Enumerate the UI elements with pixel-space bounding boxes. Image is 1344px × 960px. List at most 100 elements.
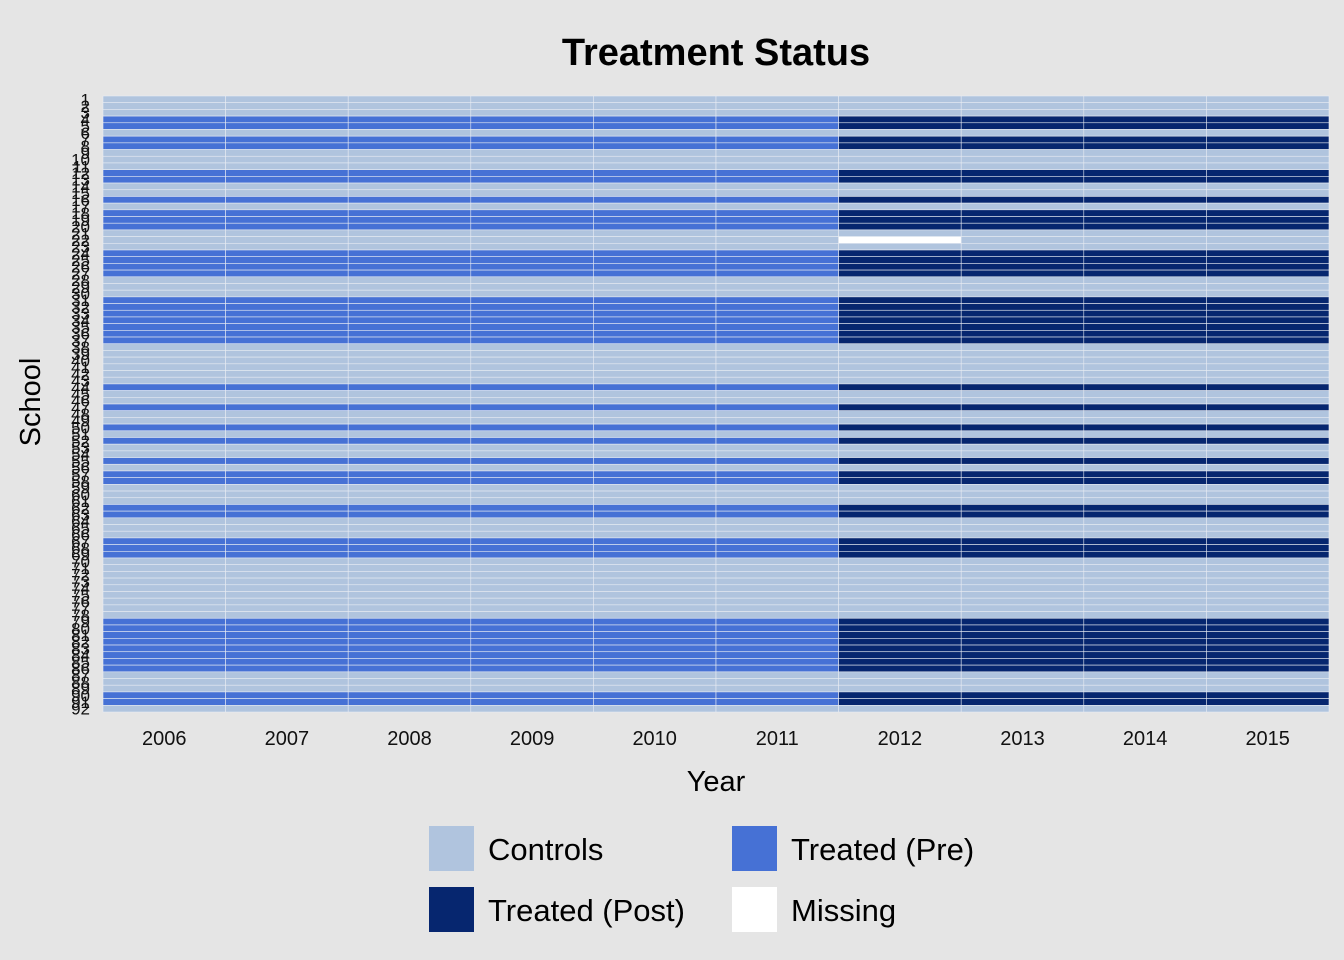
heatmap-cell [102, 323, 226, 331]
heatmap-cell [960, 423, 1085, 432]
heatmap-cell [102, 283, 226, 291]
heatmap-cell [838, 611, 962, 619]
heatmap-cell [1206, 289, 1330, 298]
heatmap-cell [960, 289, 1085, 298]
heatmap-cell [1206, 356, 1330, 365]
heatmap-cell [225, 651, 349, 659]
heatmap-cell [960, 403, 1085, 411]
x-tick-label: 2013 [1000, 728, 1045, 750]
heatmap-cell [838, 162, 962, 170]
heatmap-cell [225, 591, 349, 599]
heatmap-cell [960, 182, 1085, 191]
heatmap-cell [1206, 189, 1330, 197]
heatmap-cell [593, 584, 717, 592]
heatmap-cell [347, 571, 472, 579]
heatmap-cell [470, 289, 594, 298]
heatmap-cell [347, 530, 472, 539]
heatmap-cell [838, 463, 962, 472]
heatmap-cell [347, 671, 472, 679]
heatmap-cell [225, 283, 349, 291]
heatmap-cell [593, 309, 717, 318]
heatmap-cell [347, 283, 472, 291]
heatmap-cell [225, 484, 349, 492]
heatmap-cell [1206, 664, 1330, 673]
heatmap-cell [715, 651, 839, 659]
heatmap-cell [1083, 651, 1207, 659]
heatmap-cell [347, 169, 472, 177]
heatmap-cell [102, 584, 226, 592]
heatmap-cell [102, 651, 226, 659]
y-tick-label: 20 [71, 218, 90, 237]
heatmap-cell [960, 577, 1085, 586]
y-tick-label: 60 [71, 485, 90, 504]
heatmap-cell [593, 263, 717, 271]
heatmap-cell [593, 256, 717, 264]
heatmap-cell [1083, 296, 1207, 304]
heatmap-cell [1083, 604, 1207, 612]
heatmap-cell [715, 216, 839, 224]
heatmap-cell [1083, 356, 1207, 365]
heatmap-cell [102, 684, 226, 693]
heatmap-cell [838, 504, 962, 512]
y-tick-label: 81 [71, 626, 90, 645]
y-tick-label: 27 [71, 264, 90, 283]
heatmap-cell [960, 176, 1085, 184]
heatmap-cell [715, 376, 839, 385]
heatmap-cell [102, 176, 226, 184]
heatmap-cell [225, 604, 349, 612]
heatmap-cell [838, 651, 962, 659]
heatmap-cell [960, 437, 1085, 445]
heatmap-cell [960, 356, 1085, 365]
heatmap-cell [1083, 410, 1207, 418]
heatmap-cell [960, 303, 1085, 311]
heatmap-cell [347, 243, 472, 251]
x-axis-title: Year [687, 766, 746, 798]
heatmap-cell [102, 296, 226, 304]
heatmap-cell [225, 276, 349, 284]
y-tick-label: 66 [71, 526, 90, 545]
heatmap-cell [1083, 631, 1207, 639]
heatmap-cell [838, 403, 962, 411]
heatmap-cell [838, 289, 962, 298]
x-tick-label: 2012 [878, 728, 923, 750]
heatmap-cell [347, 698, 472, 706]
heatmap-cell [593, 551, 717, 559]
heatmap-cell [225, 95, 349, 103]
heatmap-cell [1083, 551, 1207, 559]
heatmap-cell [470, 584, 594, 592]
heatmap-cell [1083, 122, 1207, 130]
heatmap-cell [960, 624, 1085, 632]
heatmap-cell [593, 463, 717, 472]
heatmap-cell [715, 604, 839, 612]
heatmap-cell [225, 189, 349, 197]
heatmap-cell [593, 376, 717, 385]
heatmap-cell [715, 524, 839, 532]
heatmap-cell [1206, 417, 1330, 425]
heatmap-cell [593, 423, 717, 432]
heatmap-cell [225, 664, 349, 673]
heatmap-cell [102, 470, 226, 478]
heatmap-cell [470, 343, 594, 351]
heatmap-cell [1083, 289, 1207, 298]
heatmap-cell [960, 196, 1085, 204]
heatmap-cell [102, 463, 226, 472]
heatmap-cell [593, 276, 717, 284]
heatmap-cell [225, 350, 349, 358]
heatmap-cell [838, 256, 962, 264]
heatmap-cell [838, 604, 962, 612]
heatmap-cell [1206, 705, 1330, 713]
heatmap-cell [838, 571, 962, 579]
heatmap-cell [715, 470, 839, 478]
heatmap-cell [1206, 584, 1330, 592]
heatmap-cell [102, 256, 226, 264]
heatmap-cell [347, 437, 472, 445]
heatmap-cell [960, 484, 1085, 492]
heatmap-cell [470, 309, 594, 318]
heatmap-cell [838, 196, 962, 204]
heatmap-cell [715, 236, 839, 244]
heatmap-cell [715, 115, 839, 124]
heatmap-cell [347, 202, 472, 211]
heatmap-cell [960, 249, 1085, 257]
heatmap-cell [225, 611, 349, 619]
heatmap-cell [593, 189, 717, 197]
